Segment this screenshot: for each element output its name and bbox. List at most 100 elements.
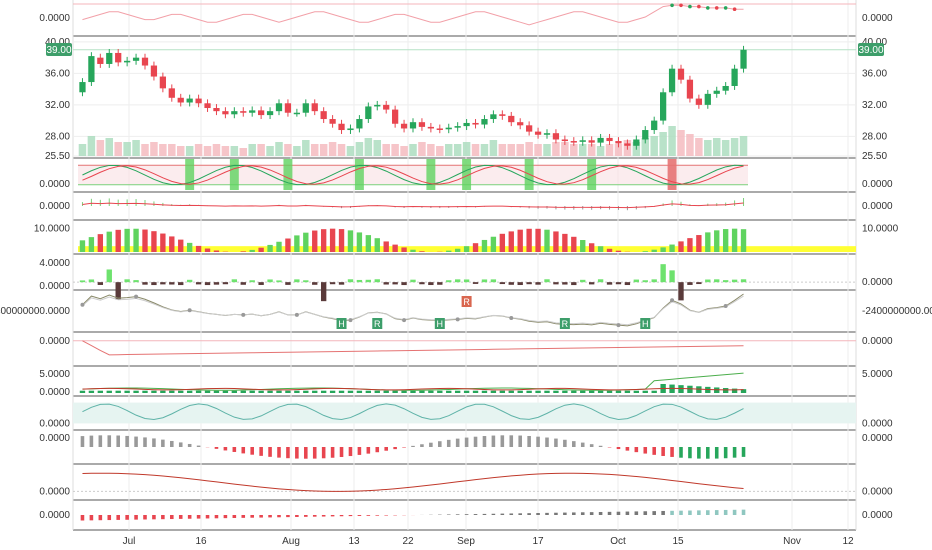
volume-delta-bar xyxy=(186,279,193,283)
price-tick-left: 28.00 xyxy=(45,131,70,142)
oscillator-bar xyxy=(706,510,710,515)
oscillator-bar xyxy=(375,447,380,453)
histogram-line xyxy=(82,202,744,209)
volume-delta-bar xyxy=(160,282,166,285)
obv-dot xyxy=(134,294,139,299)
adx-bar xyxy=(562,390,568,393)
volume-bar xyxy=(239,148,248,156)
momentum-bar xyxy=(544,229,550,252)
oscillator-bar xyxy=(616,447,621,450)
oscillator-bar xyxy=(330,447,335,458)
volume-bar xyxy=(525,142,533,156)
momentum-bar xyxy=(347,230,354,252)
candle-body xyxy=(472,122,479,125)
momentum-bar xyxy=(553,231,559,252)
adx-bar xyxy=(472,390,479,393)
price-tick-right: 36.00 xyxy=(862,68,887,79)
candle-body xyxy=(231,111,238,115)
panel-tick-left: 4.0000 xyxy=(39,258,70,269)
momentum-bar xyxy=(660,247,666,252)
oscillator-bar xyxy=(304,515,308,517)
volume-delta-bar xyxy=(580,279,586,283)
volume-delta-bar xyxy=(249,280,255,283)
volume-delta-bar xyxy=(410,279,416,283)
oscillator-bar xyxy=(312,515,317,517)
volume-delta-bar xyxy=(320,282,327,302)
panel-tick-left: 0.0000 xyxy=(39,179,70,190)
momentum-bar xyxy=(678,241,684,252)
momentum-bar xyxy=(329,228,336,252)
volume-bar xyxy=(132,140,140,156)
oscillator-bar xyxy=(161,439,165,447)
x-axis-label: 13 xyxy=(348,536,360,547)
obv-dot xyxy=(187,308,192,313)
candle-body xyxy=(186,98,193,103)
adx-bar xyxy=(731,388,738,393)
panel-tick-left: 0.0000 xyxy=(39,13,70,24)
momentum-bar xyxy=(88,237,95,252)
volume-bar xyxy=(176,146,185,156)
candle-body xyxy=(436,128,443,130)
momentum-bar xyxy=(213,250,220,252)
adx-bar xyxy=(740,389,747,393)
panel-tick-right: 0.0000 xyxy=(862,336,893,347)
adx-bar xyxy=(115,390,121,393)
price-tick-right: 40.00 xyxy=(862,37,887,48)
volume-delta-bar xyxy=(731,279,738,283)
volume-delta-bar xyxy=(419,282,425,285)
volume-bar xyxy=(373,140,382,156)
oscillator-bar xyxy=(509,513,514,515)
candle-body xyxy=(168,88,175,98)
volume-delta-bar xyxy=(142,282,148,285)
indicator-panels: H R H R R H xyxy=(73,3,856,521)
adx-bar xyxy=(526,390,532,393)
candle-body xyxy=(240,111,247,113)
volume-delta-bar xyxy=(517,282,523,286)
candle-body xyxy=(552,133,560,140)
volume-delta-bar xyxy=(97,282,104,285)
x-axis-label: 22 xyxy=(402,536,414,547)
volume-bar xyxy=(614,144,623,156)
momentum-bar xyxy=(419,251,425,252)
adx-bar xyxy=(642,390,648,393)
adx-bar xyxy=(678,385,684,393)
adx-plus-line xyxy=(82,372,744,391)
candle-body xyxy=(365,106,372,120)
adx-bar xyxy=(624,390,631,393)
volume-bar xyxy=(641,138,650,156)
volume-delta-bar xyxy=(740,279,747,283)
oscillator-bar xyxy=(295,447,299,459)
candle-body xyxy=(266,111,274,116)
volume-delta-bar xyxy=(705,279,711,283)
oscillator-bar xyxy=(634,447,639,453)
momentum-bar xyxy=(642,251,648,252)
signal-marker xyxy=(372,318,383,329)
adx-bar xyxy=(580,390,586,393)
candle-body xyxy=(731,68,738,86)
volume-bar xyxy=(418,142,426,156)
volume-bar xyxy=(436,146,444,156)
oscillator-bar xyxy=(223,447,228,451)
volume-delta-bar xyxy=(508,282,514,285)
candle-body xyxy=(213,108,220,112)
adx-bar xyxy=(151,390,157,393)
adx-bar xyxy=(329,390,336,393)
oscillator-bar xyxy=(473,436,478,447)
momentum-bar xyxy=(294,235,300,252)
adx-bar xyxy=(722,388,729,393)
volume-delta-bar xyxy=(195,282,202,285)
momentum-bar xyxy=(588,243,595,252)
oscillator-bar xyxy=(286,447,290,459)
volume-bar xyxy=(284,144,292,156)
momentum-bar xyxy=(454,248,461,252)
volume-delta-bar xyxy=(213,282,220,285)
oscillator-bar xyxy=(589,444,594,447)
x-axis-label: Aug xyxy=(282,536,300,547)
volume-bar xyxy=(141,144,149,156)
volume-bar xyxy=(212,144,221,156)
volume-bar xyxy=(677,130,685,156)
momentum-bar xyxy=(597,246,604,252)
oscillator-bar xyxy=(125,435,129,447)
volume-bar xyxy=(194,144,203,156)
adx-bar xyxy=(240,390,246,393)
